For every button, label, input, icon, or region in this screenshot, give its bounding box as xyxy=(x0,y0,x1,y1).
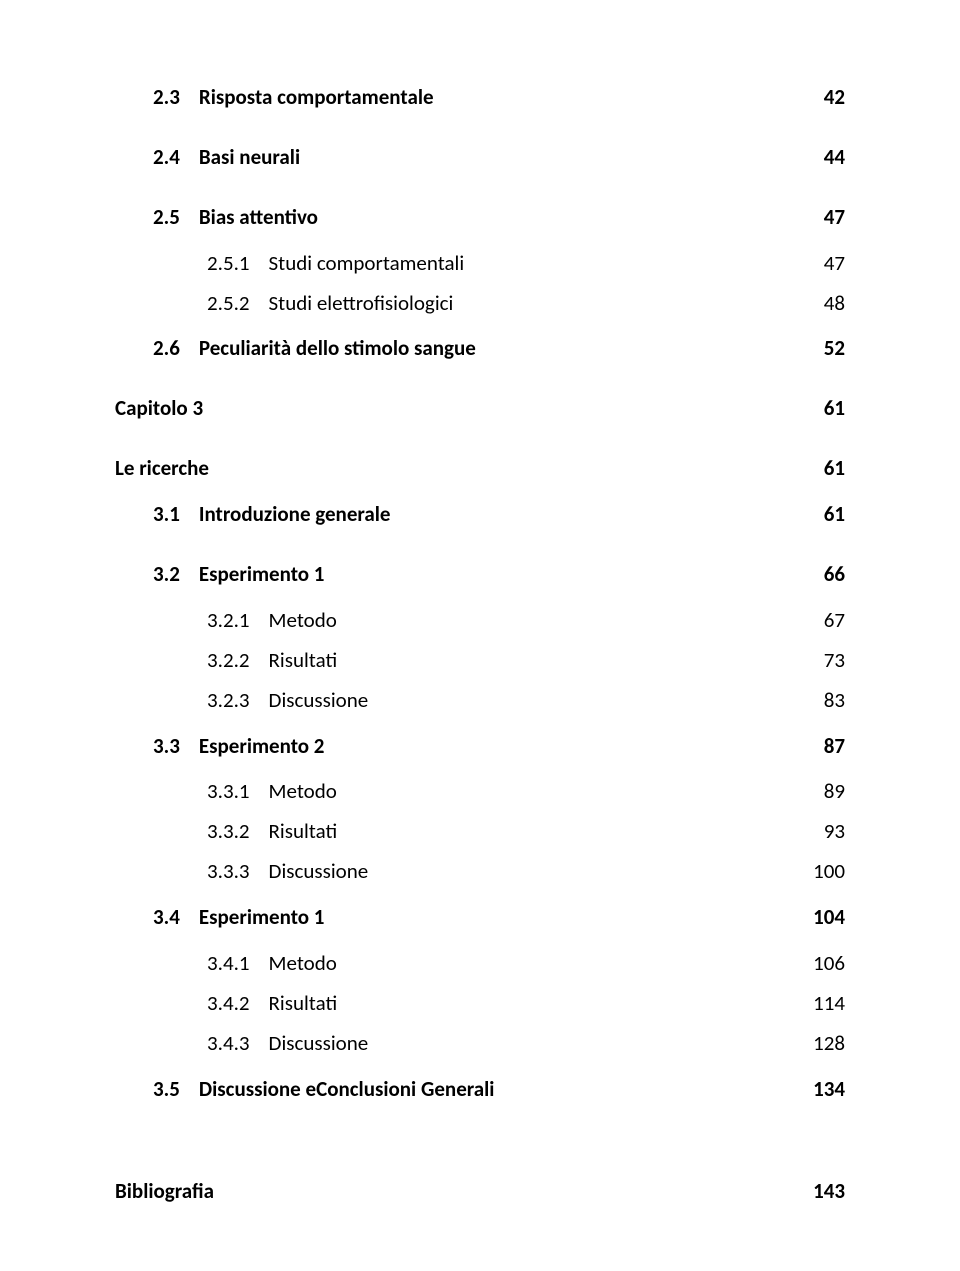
table-of-contents: 2.3 Risposta comportamentale 42 2.4 Basi n… xyxy=(115,78,845,1211)
toc-page-number: 114 xyxy=(795,984,845,1024)
toc-label: 3.2.3 Discussione xyxy=(207,681,368,721)
toc-page-number: 44 xyxy=(795,138,845,178)
toc-page-number: 47 xyxy=(795,244,845,284)
toc-page-number: 73 xyxy=(795,641,845,681)
toc-page-number: 66 xyxy=(795,555,845,595)
toc-label: 3.3.1 Metodo xyxy=(207,772,337,812)
toc-page-number: 104 xyxy=(795,898,845,938)
toc-page-number: 42 xyxy=(795,78,845,118)
toc-row: 3.4.1 Metodo 106 xyxy=(115,944,845,984)
toc-row: 3.3 Esperimento 2 87 xyxy=(115,727,845,767)
toc-page-number: 52 xyxy=(795,329,845,369)
toc-label: 3.3.3 Discussione xyxy=(207,852,368,892)
toc-label: 2.5.2 Studi elettrofisiologici xyxy=(207,284,453,324)
toc-label: 2.6 Peculiarità dello stimolo sangue xyxy=(153,329,476,369)
toc-row: 2.5.2 Studi elettrofisiologici 48 xyxy=(115,284,845,324)
toc-label: 2.4 Basi neurali xyxy=(153,138,300,178)
toc-row: 2.4 Basi neurali 44 xyxy=(115,138,845,178)
toc-label: 3.2.2 Risultati xyxy=(207,641,337,681)
toc-label: 3.3.2 Risultati xyxy=(207,812,337,852)
toc-row: Capitolo 3 61 xyxy=(115,389,845,429)
toc-label: 3.4 Esperimento 1 xyxy=(153,898,324,938)
toc-page-number: 61 xyxy=(795,449,845,489)
toc-row: 3.3.1 Metodo 89 xyxy=(115,772,845,812)
spacer xyxy=(115,118,845,138)
toc-page-number: 89 xyxy=(795,772,845,812)
toc-label: Bibliografia xyxy=(115,1172,214,1212)
toc-page-number: 61 xyxy=(795,495,845,535)
toc-row: 3.5 Discussione eConclusioni Generali 134 xyxy=(115,1070,845,1110)
toc-page-number: 87 xyxy=(795,727,845,767)
toc-label: 3.3 Esperimento 2 xyxy=(153,727,324,767)
spacer xyxy=(115,429,845,449)
toc-page-number: 67 xyxy=(795,601,845,641)
toc-label: 2.5.1 Studi comportamentali xyxy=(207,244,464,284)
toc-page-number: 61 xyxy=(795,389,845,429)
toc-row: 3.2.3 Discussione 83 xyxy=(115,681,845,721)
toc-row: 3.2.2 Risultati 73 xyxy=(115,641,845,681)
toc-row: 3.4.2 Risultati 114 xyxy=(115,984,845,1024)
toc-page-number: 106 xyxy=(795,944,845,984)
toc-label: 3.4.3 Discussione xyxy=(207,1024,368,1064)
toc-page-number: 48 xyxy=(795,284,845,324)
toc-page-number: 47 xyxy=(795,198,845,238)
toc-label: 3.1 Introduzione generale xyxy=(153,495,391,535)
toc-page-number: 100 xyxy=(795,852,845,892)
toc-row: 3.2 Esperimento 1 66 xyxy=(115,555,845,595)
toc-page-number: 128 xyxy=(795,1024,845,1064)
spacer xyxy=(115,369,845,389)
toc-row: 3.4.3 Discussione 128 xyxy=(115,1024,845,1064)
toc-label: 3.5 Discussione eConclusioni Generali xyxy=(153,1070,494,1110)
toc-row: 3.2.1 Metodo 67 xyxy=(115,601,845,641)
spacer xyxy=(115,535,845,555)
toc-label: 3.2 Esperimento 1 xyxy=(153,555,324,595)
toc-row: 3.3.3 Discussione 100 xyxy=(115,852,845,892)
toc-row: 3.3.2 Risultati 93 xyxy=(115,812,845,852)
toc-page-number: 93 xyxy=(795,812,845,852)
spacer xyxy=(115,1110,845,1172)
toc-row: 2.5.1 Studi comportamentali 47 xyxy=(115,244,845,284)
toc-row: 2.5 Bias attentivo 47 xyxy=(115,198,845,238)
toc-row: 3.4 Esperimento 1 104 xyxy=(115,898,845,938)
toc-label: 3.4.1 Metodo xyxy=(207,944,337,984)
toc-label: Capitolo 3 xyxy=(115,389,203,429)
toc-page-number: 143 xyxy=(795,1172,845,1212)
spacer xyxy=(115,178,845,198)
toc-row: Bibliografia 143 xyxy=(115,1172,845,1212)
toc-row: 2.6 Peculiarità dello stimolo sangue 52 xyxy=(115,329,845,369)
toc-row: 3.1 Introduzione generale 61 xyxy=(115,495,845,535)
toc-row: 2.3 Risposta comportamentale 42 xyxy=(115,78,845,118)
toc-label: 2.5 Bias attentivo xyxy=(153,198,318,238)
toc-page-number: 134 xyxy=(795,1070,845,1110)
toc-label: 2.3 Risposta comportamentale xyxy=(153,78,434,118)
toc-row: Le ricerche 61 xyxy=(115,449,845,489)
toc-label: 3.4.2 Risultati xyxy=(207,984,337,1024)
toc-page-number: 83 xyxy=(795,681,845,721)
toc-label: 3.2.1 Metodo xyxy=(207,601,337,641)
toc-label: Le ricerche xyxy=(115,449,209,489)
